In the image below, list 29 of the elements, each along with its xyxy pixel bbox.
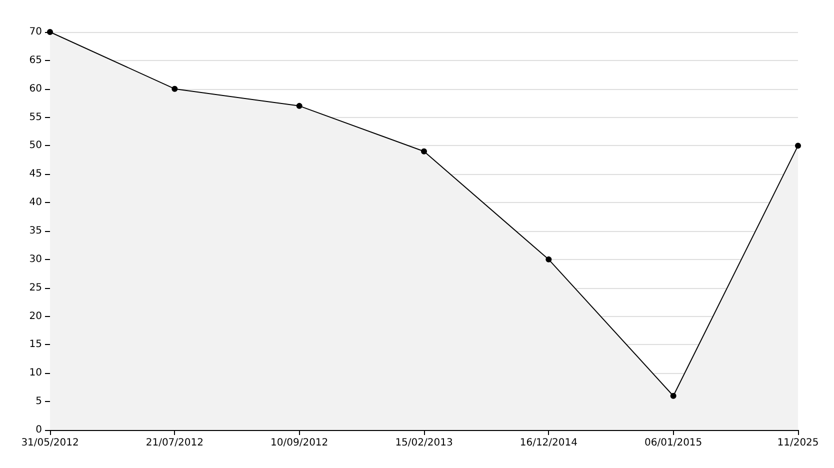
- y-tick-label: 60: [29, 83, 42, 94]
- point: [296, 102, 302, 109]
- y-tick-label: 65: [29, 54, 42, 66]
- y-tick-label: 40: [29, 197, 42, 208]
- point: [421, 148, 427, 154]
- x-tick-label: 16/12/2014: [520, 438, 578, 448]
- y-tick-label: 70: [29, 26, 42, 38]
- y-tick-label: 45: [29, 168, 42, 180]
- y-tick-label: 10: [29, 368, 42, 379]
- y-tick-label: 50: [29, 140, 42, 152]
- y-tick-label: 55: [29, 112, 42, 123]
- point: [47, 29, 53, 35]
- x-tick-label: 21/07/2012: [146, 438, 204, 448]
- y-tick-label: 0: [36, 424, 42, 436]
- x-tick-label: 11/2025: [777, 438, 819, 448]
- x-tick-label: 31/05/2012: [21, 438, 79, 448]
- y-tick-label: 5: [36, 396, 42, 408]
- y-tick-label: 20: [29, 310, 42, 322]
- point: [670, 392, 676, 399]
- x-tick-label: 15/02/2013: [395, 438, 453, 448]
- x-tick-label: 06/01/2015: [644, 438, 702, 448]
- y-tick-label: 25: [29, 282, 42, 294]
- y-tick-label: 35: [29, 226, 42, 236]
- x-tick-label: 10/09/2012: [270, 438, 328, 448]
- point: [546, 256, 552, 262]
- y-tick-label: 15: [29, 339, 42, 350]
- point: [172, 86, 178, 92]
- point: [795, 142, 801, 149]
- y-tick-label: 30: [29, 254, 42, 265]
